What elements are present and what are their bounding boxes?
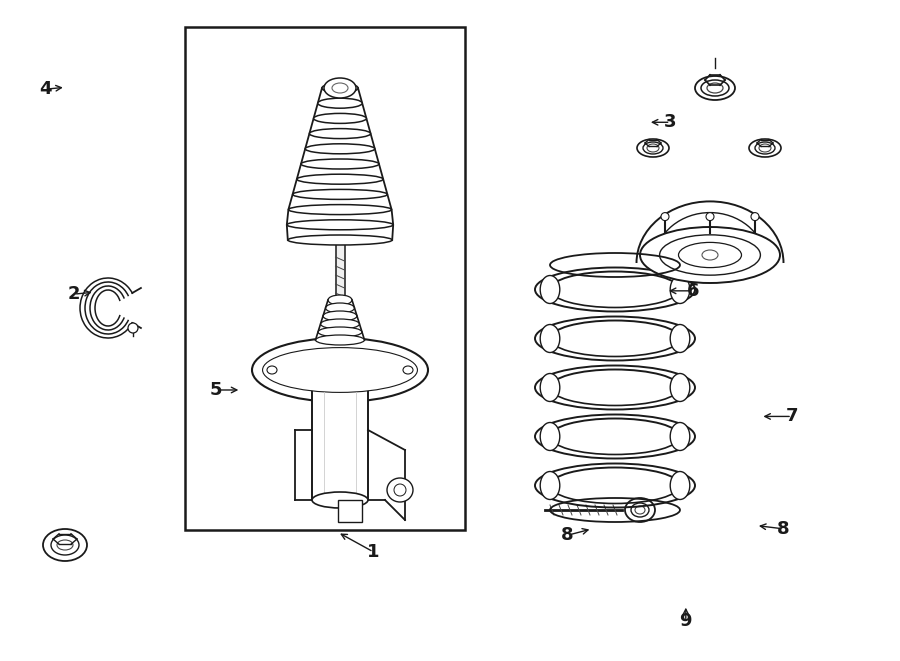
Ellipse shape: [310, 129, 371, 139]
Text: 7: 7: [786, 407, 798, 426]
Ellipse shape: [263, 348, 418, 393]
Ellipse shape: [670, 325, 689, 352]
Ellipse shape: [292, 190, 387, 200]
Ellipse shape: [695, 76, 735, 100]
Ellipse shape: [759, 144, 771, 152]
Ellipse shape: [755, 142, 775, 154]
Ellipse shape: [288, 205, 392, 215]
Ellipse shape: [322, 83, 358, 93]
Ellipse shape: [288, 235, 392, 245]
Ellipse shape: [540, 276, 560, 303]
Ellipse shape: [625, 498, 655, 522]
Ellipse shape: [670, 471, 689, 500]
Bar: [185, 27, 465, 530]
Ellipse shape: [301, 159, 379, 169]
Bar: [338, 500, 362, 522]
Ellipse shape: [640, 227, 780, 283]
Ellipse shape: [403, 366, 413, 374]
Ellipse shape: [297, 175, 383, 184]
Ellipse shape: [660, 235, 760, 275]
Ellipse shape: [323, 311, 357, 321]
Ellipse shape: [702, 250, 718, 260]
Ellipse shape: [326, 303, 355, 313]
Text: 1: 1: [367, 543, 380, 561]
Ellipse shape: [701, 80, 729, 96]
Text: 5: 5: [210, 381, 222, 399]
Ellipse shape: [394, 484, 406, 496]
Ellipse shape: [670, 373, 689, 401]
Ellipse shape: [751, 213, 759, 221]
Text: 6: 6: [687, 282, 699, 300]
Ellipse shape: [318, 98, 362, 108]
Ellipse shape: [318, 327, 362, 337]
Ellipse shape: [540, 471, 560, 500]
Bar: [336, 242, 345, 305]
Text: 8: 8: [561, 526, 573, 545]
Ellipse shape: [706, 213, 714, 221]
Ellipse shape: [643, 142, 663, 154]
Ellipse shape: [57, 540, 73, 550]
Bar: [312, 382, 368, 500]
Ellipse shape: [661, 213, 669, 221]
Ellipse shape: [631, 503, 649, 517]
Ellipse shape: [637, 139, 669, 157]
Ellipse shape: [540, 373, 560, 401]
Ellipse shape: [267, 366, 277, 374]
Ellipse shape: [51, 535, 79, 555]
Text: 4: 4: [39, 80, 51, 98]
Ellipse shape: [316, 335, 364, 345]
Ellipse shape: [128, 323, 138, 333]
Text: 8: 8: [777, 520, 789, 538]
Ellipse shape: [707, 83, 723, 93]
Ellipse shape: [540, 422, 560, 451]
Text: 2: 2: [68, 285, 80, 303]
Ellipse shape: [313, 114, 366, 124]
Ellipse shape: [320, 319, 359, 329]
Ellipse shape: [287, 220, 393, 230]
Ellipse shape: [305, 144, 374, 154]
Text: 9: 9: [680, 612, 692, 631]
Ellipse shape: [670, 276, 689, 303]
Text: 3: 3: [664, 113, 677, 132]
Ellipse shape: [647, 144, 659, 152]
Ellipse shape: [670, 422, 689, 451]
Ellipse shape: [43, 529, 87, 561]
Ellipse shape: [328, 295, 352, 305]
Ellipse shape: [312, 492, 368, 508]
Ellipse shape: [387, 478, 413, 502]
Ellipse shape: [324, 78, 356, 98]
Ellipse shape: [635, 506, 645, 514]
Ellipse shape: [252, 338, 428, 402]
Ellipse shape: [679, 243, 742, 268]
Ellipse shape: [332, 83, 348, 93]
Ellipse shape: [540, 325, 560, 352]
Ellipse shape: [749, 139, 781, 157]
